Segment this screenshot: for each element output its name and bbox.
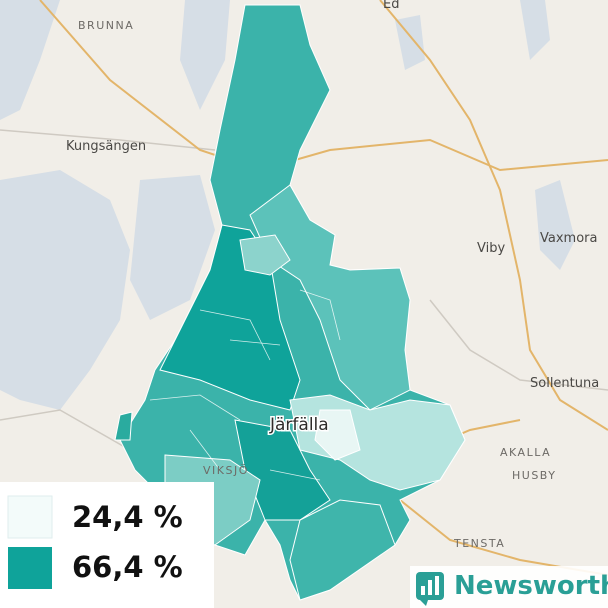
legend-label: 66,4 % <box>72 550 183 584</box>
legend-swatch <box>7 495 53 539</box>
place-label: Vaxmora <box>540 231 597 246</box>
place-label: AKALLA <box>500 446 551 459</box>
district-lines <box>149 289 341 481</box>
place-label: TENSTA <box>453 537 505 550</box>
place-label: Ed <box>383 0 399 12</box>
place-label: HUSBY <box>512 469 556 482</box>
boundaries <box>0 129 608 451</box>
place-label: Sollentuna <box>530 376 599 391</box>
place-label: Kungsängen <box>66 139 146 154</box>
place-label: VIKSJÖ <box>203 464 249 477</box>
place-label: BRUNNA <box>78 19 134 32</box>
logo-icon <box>416 572 444 606</box>
water <box>0 0 575 410</box>
place-labels: BRUNNA Kungsängen Ed Viby Vaxmora Sollentuna J… <box>66 0 599 550</box>
place-label: Järfälla <box>269 415 329 435</box>
place-label: Viby <box>477 241 505 256</box>
legend-swatch <box>8 547 52 589</box>
brand-name: Newsworthy <box>454 571 608 601</box>
legend-label: 24,4 % <box>72 500 183 534</box>
